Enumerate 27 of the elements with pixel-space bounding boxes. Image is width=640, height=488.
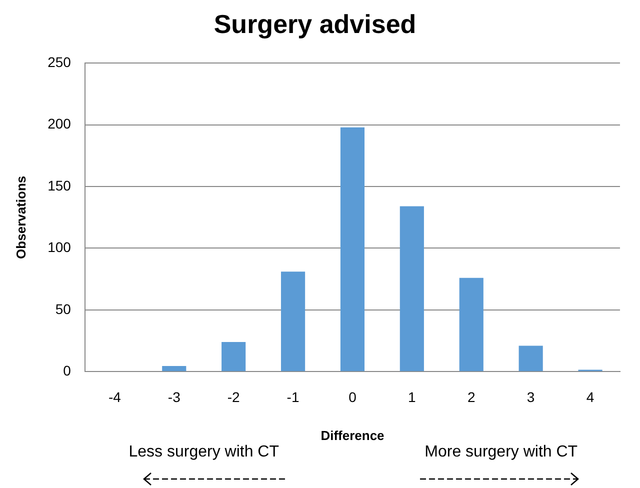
bar bbox=[280, 272, 306, 372]
x-tick-label: 1 bbox=[408, 388, 416, 405]
x-tick-label: -4 bbox=[108, 388, 122, 405]
bar bbox=[340, 127, 365, 372]
bar bbox=[459, 278, 484, 372]
y-axis-title: Observations bbox=[13, 176, 28, 259]
x-tick-label: 0 bbox=[348, 388, 357, 405]
y-tick-label: 250 bbox=[48, 54, 72, 70]
y-tick-label: 100 bbox=[48, 239, 72, 256]
bar bbox=[222, 342, 246, 372]
x-tick-label: 3 bbox=[526, 388, 535, 405]
x-tick-label: 2 bbox=[467, 388, 476, 405]
y-tick-label: 150 bbox=[48, 177, 72, 194]
x-tick-label: -3 bbox=[168, 388, 181, 405]
chart-title: Surgery advised bbox=[214, 8, 416, 39]
text: Less surgery with CT bbox=[128, 443, 280, 460]
y-tick-label: 200 bbox=[48, 116, 72, 132]
bar bbox=[162, 366, 186, 372]
bar bbox=[518, 346, 543, 372]
y-tick-label: 50 bbox=[55, 300, 72, 317]
x-tick-label: -2 bbox=[227, 388, 240, 405]
text: More surgery with CT bbox=[424, 443, 578, 460]
x-tick-label: 4 bbox=[586, 388, 594, 405]
bar bbox=[400, 206, 424, 372]
x-axis-title: Difference bbox=[320, 428, 384, 443]
y-tick-label: 0 bbox=[63, 362, 72, 378]
x-tick-label: -1 bbox=[286, 388, 300, 405]
